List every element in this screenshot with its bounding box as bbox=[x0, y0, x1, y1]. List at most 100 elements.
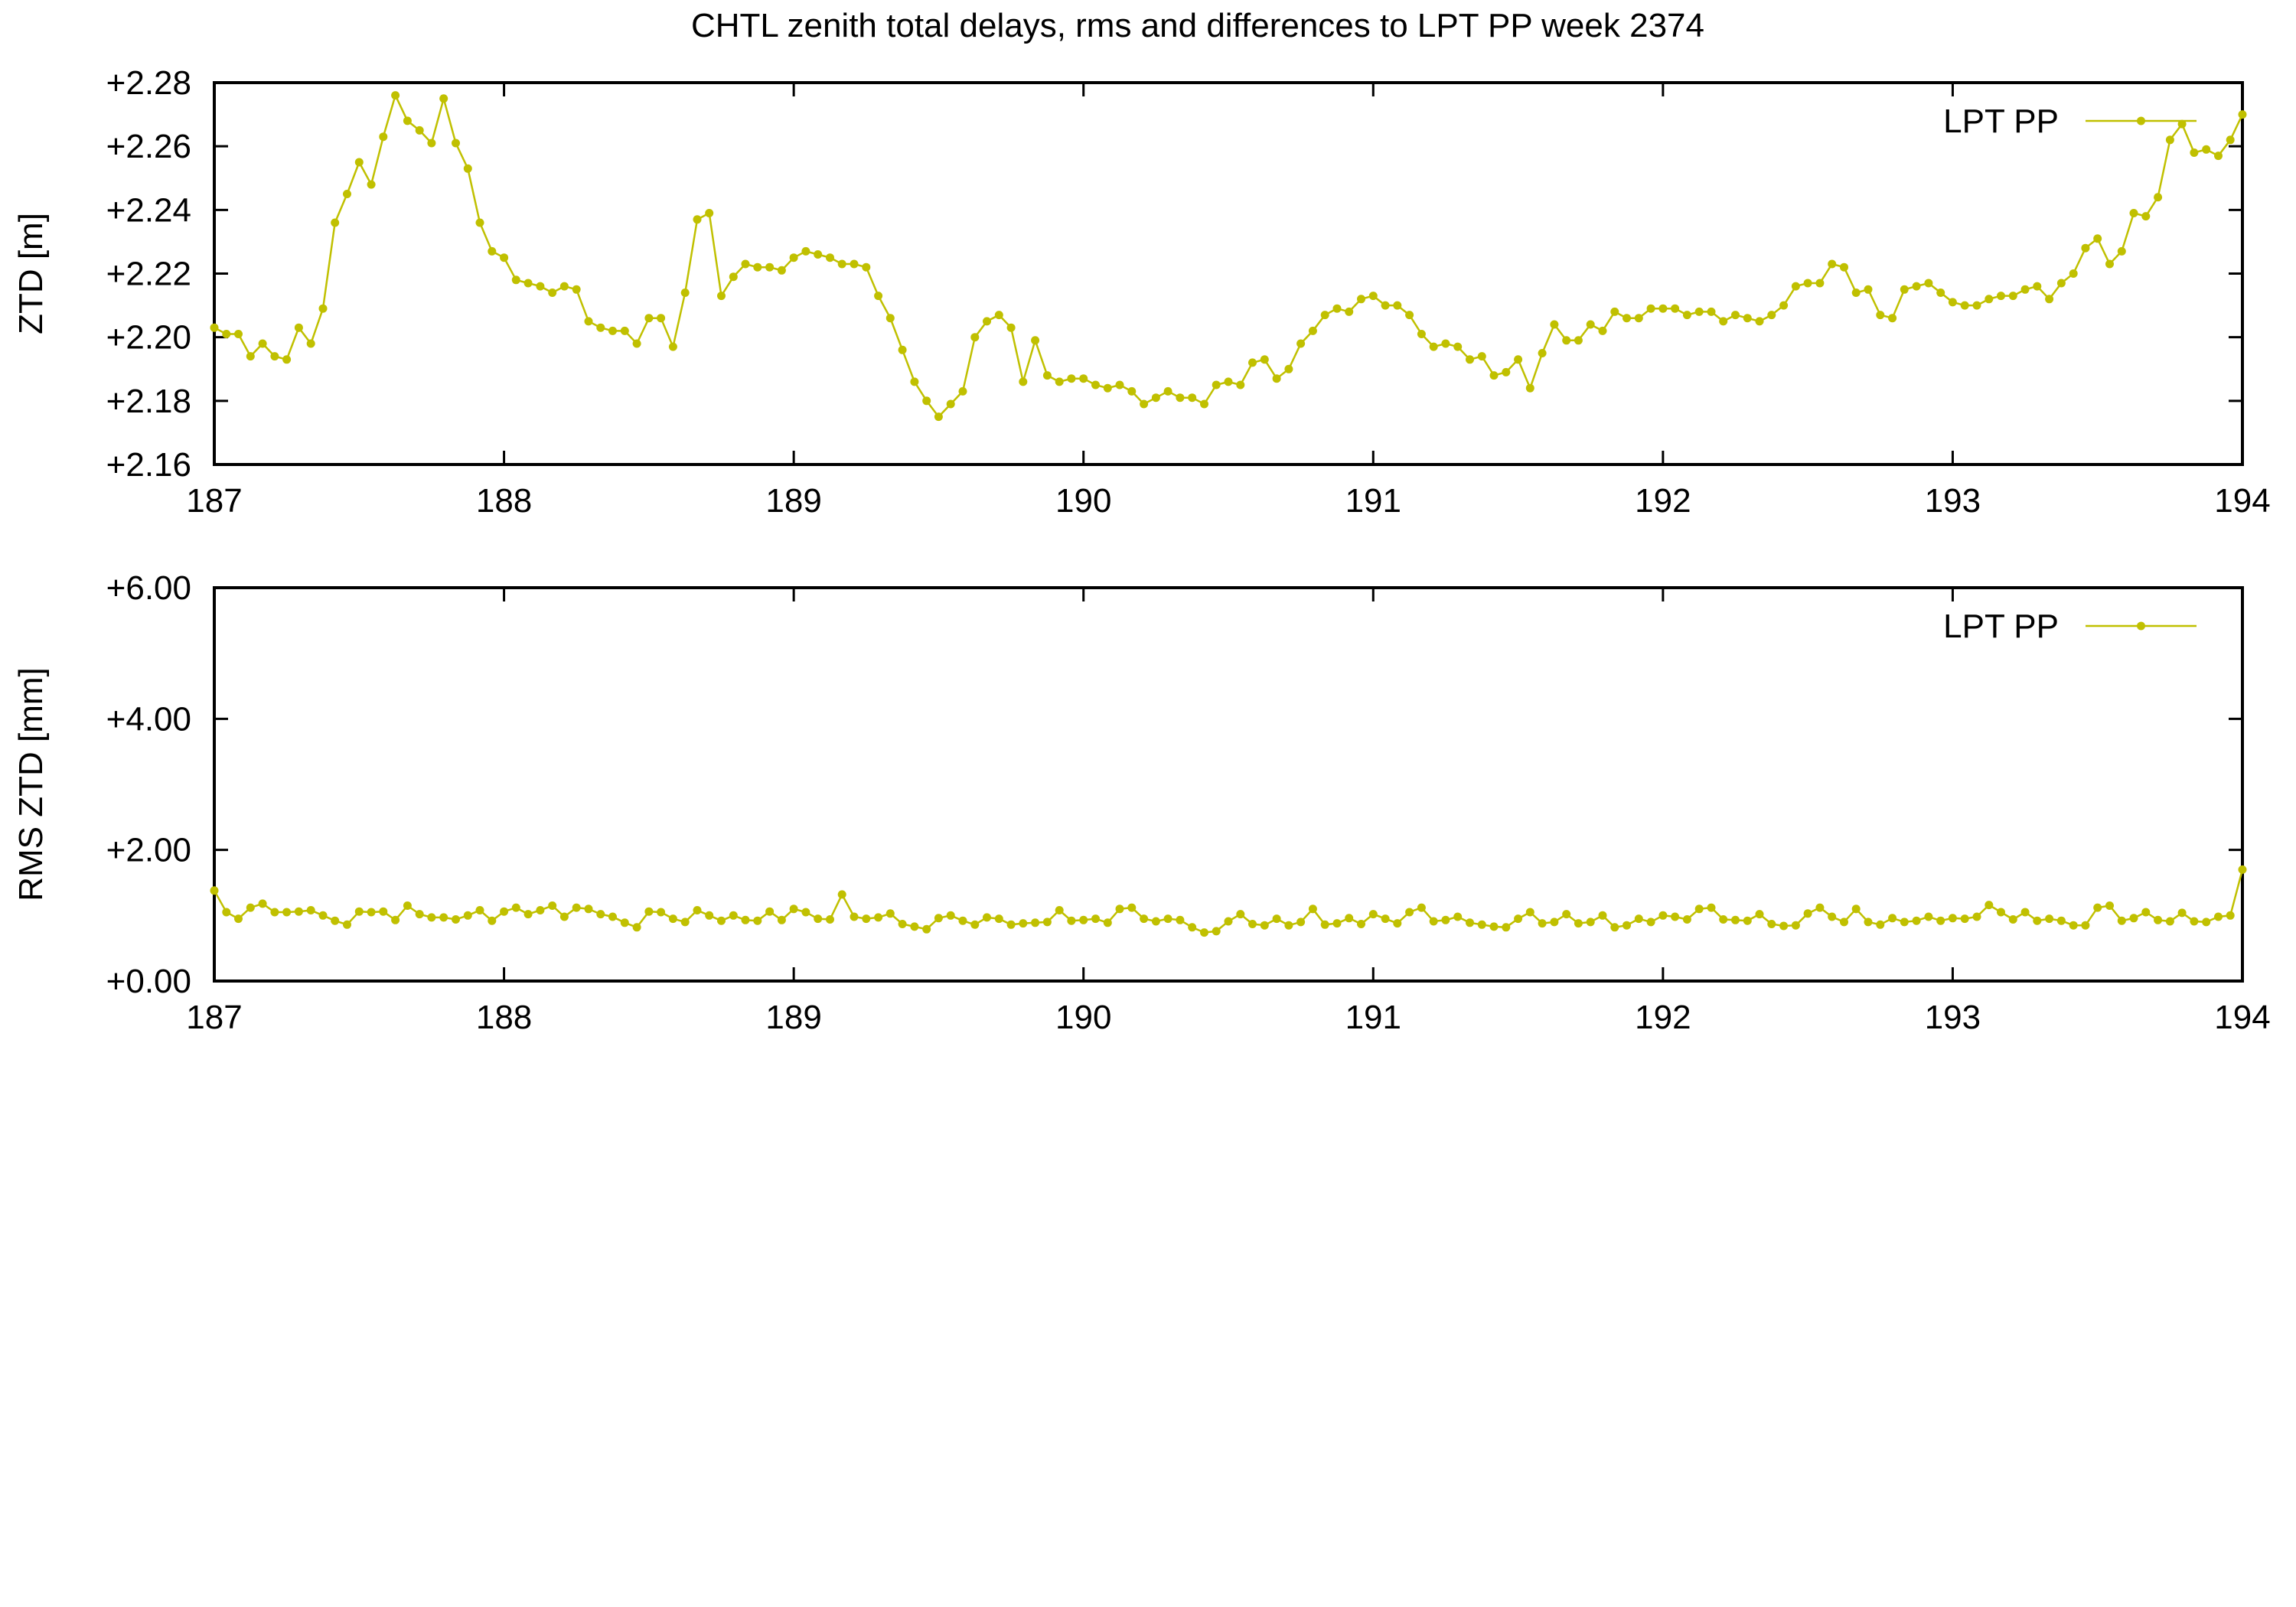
data-point bbox=[354, 907, 364, 916]
y-axis-label: RMS ZTD [mm] bbox=[12, 667, 50, 901]
data-point bbox=[777, 266, 786, 275]
data-point bbox=[331, 916, 340, 925]
data-point bbox=[536, 282, 545, 291]
data-point bbox=[2129, 209, 2138, 217]
data-point bbox=[1646, 304, 1655, 313]
data-point bbox=[2056, 916, 2066, 925]
data-point bbox=[983, 913, 991, 922]
data-point bbox=[427, 913, 436, 922]
data-point bbox=[1212, 380, 1221, 390]
data-point bbox=[1550, 320, 1559, 329]
data-point bbox=[1815, 279, 1825, 288]
data-point bbox=[1441, 915, 1450, 924]
data-point bbox=[1514, 355, 1523, 364]
data-point bbox=[2177, 908, 2187, 918]
data-point bbox=[1743, 916, 1752, 925]
data-point bbox=[608, 326, 617, 335]
plot-frame bbox=[213, 81, 2244, 466]
data-point bbox=[584, 905, 593, 914]
data-point bbox=[1103, 383, 1112, 393]
data-point bbox=[1586, 320, 1595, 329]
data-point bbox=[1864, 918, 1873, 927]
data-point bbox=[657, 314, 666, 323]
ztd-panel: 187 188 189 190 191 192 193 194 +2.16 +2.18 +2.20 +… bbox=[12, 64, 2271, 520]
data-point bbox=[2105, 259, 2114, 269]
data-point bbox=[2105, 901, 2114, 910]
data-point bbox=[1900, 918, 1909, 927]
data-point bbox=[1658, 911, 1668, 920]
data-point bbox=[862, 914, 871, 924]
data-point bbox=[2045, 295, 2054, 304]
x-tick-label: 188 bbox=[476, 482, 532, 520]
data-point bbox=[1948, 298, 1957, 307]
data-point bbox=[608, 912, 617, 921]
data-point bbox=[1936, 288, 1945, 297]
x-tick-label: 189 bbox=[765, 999, 821, 1036]
data-point bbox=[523, 910, 533, 919]
data-point bbox=[306, 339, 315, 348]
data-point bbox=[1151, 917, 1160, 926]
data-point bbox=[1525, 383, 1534, 393]
data-point bbox=[1140, 914, 1149, 924]
data-point bbox=[1779, 301, 1789, 310]
data-point bbox=[1284, 364, 1293, 373]
data-point bbox=[885, 314, 895, 323]
data-point bbox=[1767, 920, 1776, 928]
data-point bbox=[1079, 374, 1088, 383]
data-point bbox=[2202, 145, 2211, 154]
data-point bbox=[1972, 301, 1981, 310]
data-point bbox=[850, 912, 859, 921]
data-point bbox=[1320, 920, 1329, 929]
data-point bbox=[1248, 920, 1257, 928]
rms-panel: 187 188 189 190 191 192 193 194 +0.00 +2.00 +4.00 +… bbox=[12, 569, 2271, 1036]
data-point bbox=[777, 915, 786, 924]
data-point bbox=[1997, 292, 2005, 301]
data-point bbox=[2129, 914, 2138, 923]
data-point bbox=[1079, 915, 1088, 924]
data-point bbox=[2214, 152, 2223, 161]
data-point bbox=[270, 908, 279, 917]
data-point bbox=[837, 890, 846, 899]
data-point bbox=[814, 914, 823, 924]
series-line bbox=[214, 93, 2244, 419]
data-point bbox=[874, 292, 883, 301]
data-point bbox=[1912, 282, 1921, 291]
data-point bbox=[717, 292, 726, 301]
data-point bbox=[1550, 918, 1559, 927]
data-point bbox=[2069, 921, 2078, 930]
data-point bbox=[1200, 928, 1208, 937]
data-point bbox=[1381, 914, 1390, 924]
data-point bbox=[1417, 903, 1426, 912]
data-point bbox=[1260, 355, 1269, 364]
data-point bbox=[1176, 393, 1185, 403]
data-point bbox=[511, 275, 520, 285]
data-point bbox=[2045, 914, 2054, 924]
data-point bbox=[1453, 342, 1463, 351]
data-point bbox=[657, 908, 666, 917]
data-point bbox=[379, 132, 388, 142]
data-point bbox=[1381, 301, 1390, 310]
data-point bbox=[1405, 311, 1414, 320]
data-point bbox=[2081, 243, 2090, 253]
data-point bbox=[1405, 908, 1414, 917]
data-point bbox=[1731, 915, 1740, 924]
data-point bbox=[1623, 921, 1631, 930]
data-point bbox=[415, 910, 424, 919]
data-point bbox=[898, 920, 907, 928]
data-point bbox=[910, 922, 919, 931]
data-point bbox=[1296, 918, 1306, 927]
y-tick-label: +2.26 bbox=[106, 128, 191, 165]
data-point bbox=[1042, 918, 1052, 927]
data-point bbox=[439, 94, 448, 103]
data-point bbox=[1851, 288, 1861, 297]
data-point bbox=[1368, 292, 1378, 301]
data-point bbox=[2177, 119, 2187, 129]
data-point bbox=[2093, 903, 2102, 912]
data-point bbox=[548, 901, 557, 910]
data-point bbox=[548, 288, 557, 297]
data-point bbox=[210, 886, 219, 895]
data-point bbox=[994, 914, 1003, 924]
data-point bbox=[970, 333, 980, 342]
data-point bbox=[1176, 915, 1185, 924]
